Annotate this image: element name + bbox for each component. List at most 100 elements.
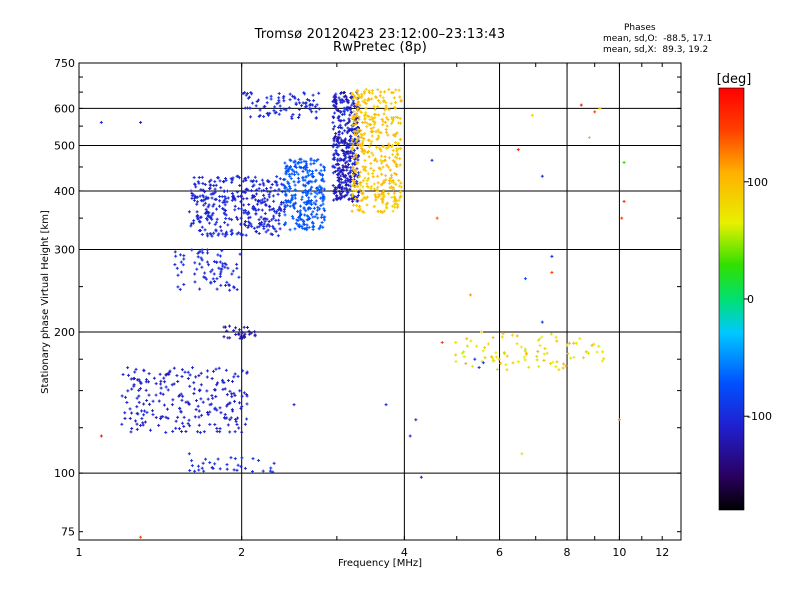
- data-point: [346, 193, 348, 197]
- data-point: [354, 137, 356, 141]
- data-point: [208, 263, 210, 267]
- data-point: [335, 152, 337, 156]
- data-point: [305, 202, 307, 206]
- data-point: [516, 342, 518, 346]
- data-point: [598, 344, 600, 348]
- data-point: [314, 105, 316, 109]
- data-point: [307, 190, 309, 194]
- data-point: [360, 128, 362, 132]
- data-point: [376, 138, 378, 142]
- data-point: [396, 162, 398, 166]
- colorbar-tick-label: 100: [747, 176, 768, 189]
- data-point: [292, 168, 294, 172]
- data-point: [362, 133, 364, 137]
- data-point: [273, 461, 275, 465]
- data-point: [303, 227, 305, 231]
- data-point: [305, 200, 307, 204]
- data-point: [397, 147, 399, 151]
- data-point: [367, 97, 369, 101]
- data-point: [196, 210, 198, 214]
- data-point: [245, 223, 247, 227]
- data-point: [297, 98, 299, 102]
- data-point: [315, 116, 317, 120]
- data-point: [303, 219, 305, 223]
- data-point: [395, 141, 397, 145]
- data-point: [190, 224, 192, 228]
- data-point: [127, 389, 129, 393]
- data-point: [301, 198, 303, 202]
- data-point: [352, 123, 354, 127]
- data-point: [351, 96, 353, 100]
- data-point: [185, 430, 187, 434]
- data-point: [209, 422, 211, 426]
- data-point: [337, 159, 339, 163]
- data-point: [245, 211, 247, 215]
- data-point: [348, 158, 350, 162]
- data-point: [348, 183, 350, 187]
- data-point: [216, 383, 218, 387]
- data-point: [335, 143, 337, 147]
- data-point: [226, 463, 228, 467]
- data-point: [334, 134, 336, 138]
- data-point: [346, 168, 348, 172]
- data-point: [396, 205, 398, 209]
- data-point: [182, 394, 184, 398]
- data-point: [124, 416, 126, 420]
- data-point: [261, 220, 263, 224]
- data-point: [355, 168, 357, 172]
- data-point: [233, 329, 235, 333]
- data-point: [309, 216, 311, 220]
- data-point: [348, 145, 350, 149]
- data-point: [352, 97, 354, 101]
- data-point: [231, 272, 233, 276]
- data-point: [227, 336, 229, 340]
- data-point: [397, 205, 399, 209]
- data-point: [363, 137, 365, 141]
- data-point: [293, 95, 295, 99]
- data-point: [618, 418, 620, 422]
- data-point: [362, 120, 364, 124]
- data-point: [171, 383, 173, 387]
- data-point: [291, 117, 293, 121]
- data-point: [294, 160, 296, 164]
- data-point: [201, 232, 203, 236]
- data-point: [354, 162, 356, 166]
- data-point: [353, 169, 355, 173]
- data-point: [580, 103, 582, 107]
- data-point: [216, 408, 218, 412]
- data-point: [160, 379, 162, 383]
- data-point: [248, 329, 250, 333]
- data-point: [226, 416, 228, 420]
- data-point: [310, 202, 312, 206]
- data-point: [287, 200, 289, 204]
- data-point: [248, 211, 250, 215]
- data-point: [362, 185, 364, 189]
- data-point: [394, 106, 396, 110]
- data-point: [319, 207, 321, 211]
- data-point: [138, 400, 140, 404]
- data-point: [255, 198, 257, 202]
- data-point: [139, 380, 141, 384]
- data-point: [191, 459, 193, 463]
- data-point: [295, 166, 297, 170]
- data-point: [472, 364, 474, 368]
- data-point: [213, 192, 215, 196]
- data-point: [320, 169, 322, 173]
- data-point: [160, 417, 162, 421]
- data-point: [224, 203, 226, 207]
- data-point: [140, 423, 142, 427]
- data-point: [295, 201, 297, 205]
- data-point: [591, 343, 593, 347]
- data-point: [248, 332, 250, 336]
- data-point: [291, 115, 293, 119]
- data-point: [378, 193, 380, 197]
- data-point: [360, 132, 362, 136]
- data-point: [194, 194, 196, 198]
- data-point: [225, 217, 227, 221]
- data-point: [136, 378, 138, 382]
- data-point: [541, 320, 543, 324]
- data-point: [213, 272, 215, 276]
- data-point: [378, 136, 380, 140]
- data-point: [226, 467, 228, 471]
- data-point: [199, 388, 201, 392]
